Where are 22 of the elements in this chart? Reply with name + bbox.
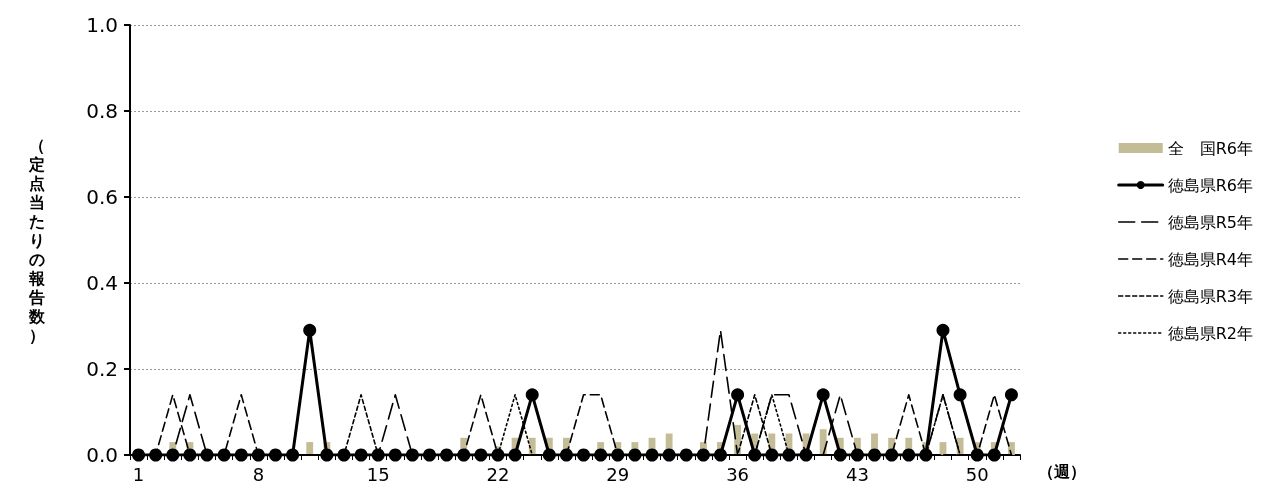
legend-label: 徳島県R6年 xyxy=(1167,175,1253,195)
y-tick-label: 1.0 xyxy=(86,13,118,37)
x-tick-label: 50 xyxy=(965,463,989,485)
text: （定点当たりの報告数） xyxy=(29,135,45,345)
y-tick-label: 0.4 xyxy=(86,271,118,295)
x-tick-label: 8 xyxy=(252,463,265,485)
x-tick-label: 43 xyxy=(845,463,869,485)
y-tick-label: 0.6 xyxy=(86,185,118,209)
y-tick-label: 0.2 xyxy=(86,357,118,381)
x-tick-label: 1 xyxy=(132,463,145,485)
x-axis-title: （週） xyxy=(1038,461,1086,481)
x-tick-label: 36 xyxy=(726,463,750,485)
legend-label: 徳島県R2年 xyxy=(1167,323,1253,343)
x-tick-label: 22 xyxy=(486,463,510,485)
legend-label: 徳島県R5年 xyxy=(1167,212,1253,232)
legend-label: 全 国R6年 xyxy=(1167,138,1253,158)
x-tick-label: 29 xyxy=(606,463,630,485)
legend-label: 徳島県R4年 xyxy=(1167,249,1253,269)
y-tick-label: 0.8 xyxy=(86,99,118,123)
x-tick-label: 15 xyxy=(366,463,390,485)
y-tick-label: 0.0 xyxy=(86,443,118,467)
legend-label: 徳島県R3年 xyxy=(1167,286,1253,306)
